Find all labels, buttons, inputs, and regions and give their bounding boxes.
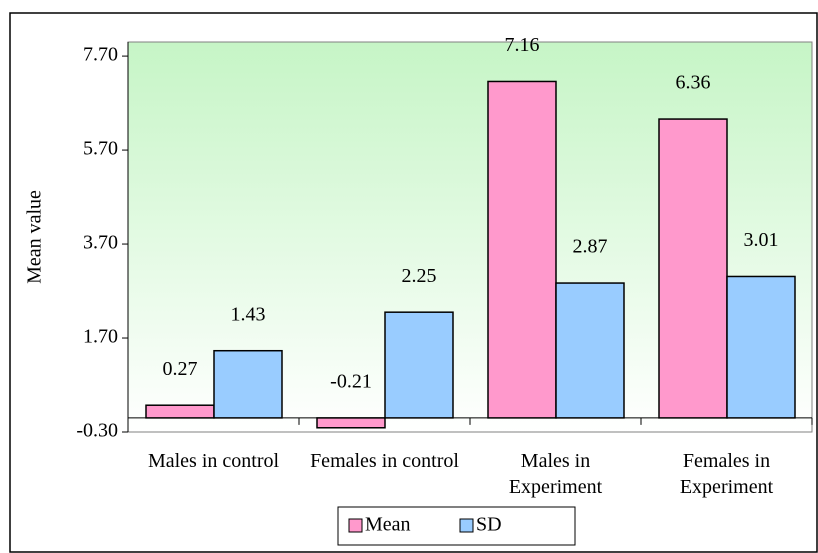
- bar: [658, 118, 728, 419]
- bar: [145, 404, 215, 419]
- y-tick-label: 3.70: [83, 232, 118, 254]
- legend-swatch: [348, 518, 363, 533]
- bar: [555, 282, 625, 419]
- y-tick-label: 7.70: [83, 44, 118, 66]
- value-label: 0.27: [163, 358, 198, 380]
- x-tick-label: Females in control: [310, 450, 459, 472]
- bar: [487, 80, 557, 419]
- value-label: 6.36: [676, 72, 711, 94]
- y-tick-label: 5.70: [83, 138, 118, 160]
- bar: [726, 275, 796, 419]
- legend-label: SD: [476, 514, 502, 536]
- y-tick-label: -0.30: [76, 420, 118, 442]
- bar: [384, 311, 454, 419]
- legend-swatch: [459, 518, 474, 533]
- x-tick-label: Males in control: [147, 450, 280, 472]
- value-label: -0.21: [330, 370, 372, 392]
- bar: [213, 349, 283, 419]
- legend-label: Mean: [365, 514, 411, 536]
- x-tick-label: Males in Experiment: [508, 450, 603, 498]
- x-tick-label: Females in Experiment: [679, 450, 774, 498]
- value-label: 3.01: [744, 229, 779, 251]
- legend: [337, 506, 576, 546]
- value-label: 2.87: [573, 236, 608, 258]
- value-label: 7.16: [505, 34, 540, 56]
- y-tick-label: 1.70: [83, 326, 118, 348]
- value-label: 1.43: [231, 303, 266, 325]
- bar: [316, 417, 386, 429]
- value-label: 2.25: [402, 265, 437, 287]
- y-axis-label: Mean value: [24, 190, 46, 284]
